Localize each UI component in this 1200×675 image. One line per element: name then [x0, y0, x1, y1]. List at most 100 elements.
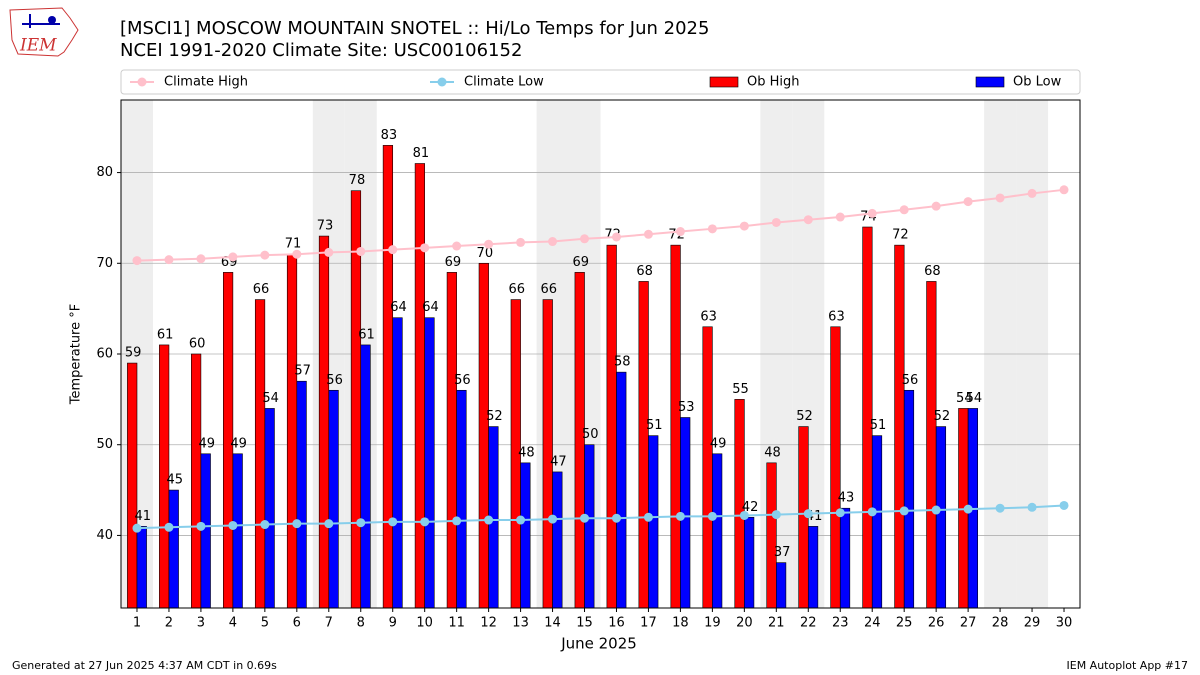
- marker: [292, 519, 302, 529]
- bar: [638, 281, 649, 609]
- value-label: 60: [189, 337, 206, 352]
- x-tick-label: 5: [261, 616, 269, 631]
- marker: [835, 508, 845, 518]
- x-tick-label: 17: [640, 616, 657, 631]
- bar: [200, 453, 211, 609]
- value-label: 49: [198, 436, 215, 451]
- bar: [552, 471, 563, 609]
- marker: [867, 208, 877, 218]
- marker: [931, 201, 941, 211]
- value-label: 56: [326, 373, 343, 388]
- marker: [739, 221, 749, 231]
- bar: [446, 272, 457, 609]
- bar: [776, 562, 787, 609]
- marker: [388, 517, 398, 527]
- y-tick-label: 60: [96, 347, 113, 362]
- bar: [712, 453, 723, 609]
- bar: [382, 145, 394, 609]
- bar: [839, 507, 851, 609]
- x-tick-label: 2: [165, 616, 173, 631]
- value-label: 48: [764, 445, 781, 460]
- marker: [228, 252, 238, 262]
- marker: [675, 227, 685, 237]
- legend-label: Climate Low: [464, 75, 544, 90]
- x-tick-label: 27: [960, 616, 977, 631]
- bar: [318, 235, 330, 609]
- bar: [871, 435, 883, 609]
- marker: [420, 243, 430, 253]
- bar: [456, 389, 467, 609]
- x-tick-label: 14: [544, 616, 561, 631]
- value-label: 66: [540, 282, 557, 297]
- bar: [616, 371, 627, 609]
- value-label: 54: [956, 391, 973, 406]
- marker: [771, 217, 781, 227]
- value-label: 52: [934, 409, 951, 424]
- marker: [899, 205, 909, 215]
- marker: [867, 507, 877, 517]
- x-tick-label: 16: [608, 616, 625, 631]
- marker: [707, 511, 717, 521]
- marker: [643, 512, 653, 522]
- chart-subtitle: NCEI 1991-2020 Climate Site: USC00106152: [120, 40, 522, 61]
- value-label: 41: [135, 509, 152, 524]
- value-label: 57: [294, 364, 311, 379]
- x-tick-label: 6: [293, 616, 301, 631]
- value-label: 54: [966, 391, 983, 406]
- marker: [260, 250, 270, 260]
- bar: [894, 244, 905, 609]
- x-tick-label: 3: [197, 616, 205, 631]
- value-label: 61: [157, 327, 174, 342]
- marker: [228, 520, 238, 530]
- legend-marker: [137, 77, 147, 87]
- marker: [548, 514, 558, 524]
- marker: [771, 510, 781, 520]
- marker: [452, 241, 462, 251]
- value-label: 43: [838, 491, 855, 506]
- legend-box: [120, 69, 1081, 95]
- marker: [835, 212, 845, 222]
- value-label: 72: [892, 228, 909, 243]
- marker: [995, 503, 1005, 513]
- legend-label: Ob High: [747, 75, 800, 90]
- bar: [606, 244, 617, 609]
- value-label: 47: [550, 454, 567, 469]
- bar: [136, 526, 147, 609]
- x-tick-label: 24: [864, 616, 881, 631]
- value-label: 70: [477, 246, 494, 261]
- value-label: 83: [381, 128, 398, 143]
- value-label: 68: [636, 264, 653, 279]
- marker: [580, 513, 590, 523]
- value-label: 73: [317, 219, 334, 234]
- value-label: 63: [828, 309, 845, 324]
- marker: [899, 506, 909, 516]
- x-tick-label: 9: [389, 616, 397, 631]
- x-tick-label: 26: [928, 616, 945, 631]
- marker: [675, 511, 685, 521]
- marker: [196, 254, 206, 264]
- marker: [324, 247, 334, 257]
- value-label: 50: [582, 427, 599, 442]
- legend-swatch: [709, 76, 739, 88]
- marker: [132, 256, 142, 266]
- value-label: 48: [518, 445, 535, 460]
- value-label: 56: [902, 373, 919, 388]
- marker: [484, 239, 494, 249]
- legend-label: Ob Low: [1013, 75, 1062, 90]
- x-tick-label: 7: [325, 616, 333, 631]
- marker: [931, 505, 941, 515]
- value-label: 52: [796, 409, 813, 424]
- bar: [807, 526, 819, 609]
- marker: [260, 520, 270, 530]
- x-tick-label: 22: [800, 616, 817, 631]
- bar: [360, 344, 371, 609]
- x-tick-label: 1: [133, 616, 141, 631]
- value-label: 64: [390, 300, 407, 315]
- marker: [516, 237, 526, 247]
- marker: [164, 255, 174, 265]
- bar: [584, 444, 595, 609]
- marker: [707, 224, 717, 234]
- value-label: 58: [614, 355, 631, 370]
- marker: [548, 237, 558, 247]
